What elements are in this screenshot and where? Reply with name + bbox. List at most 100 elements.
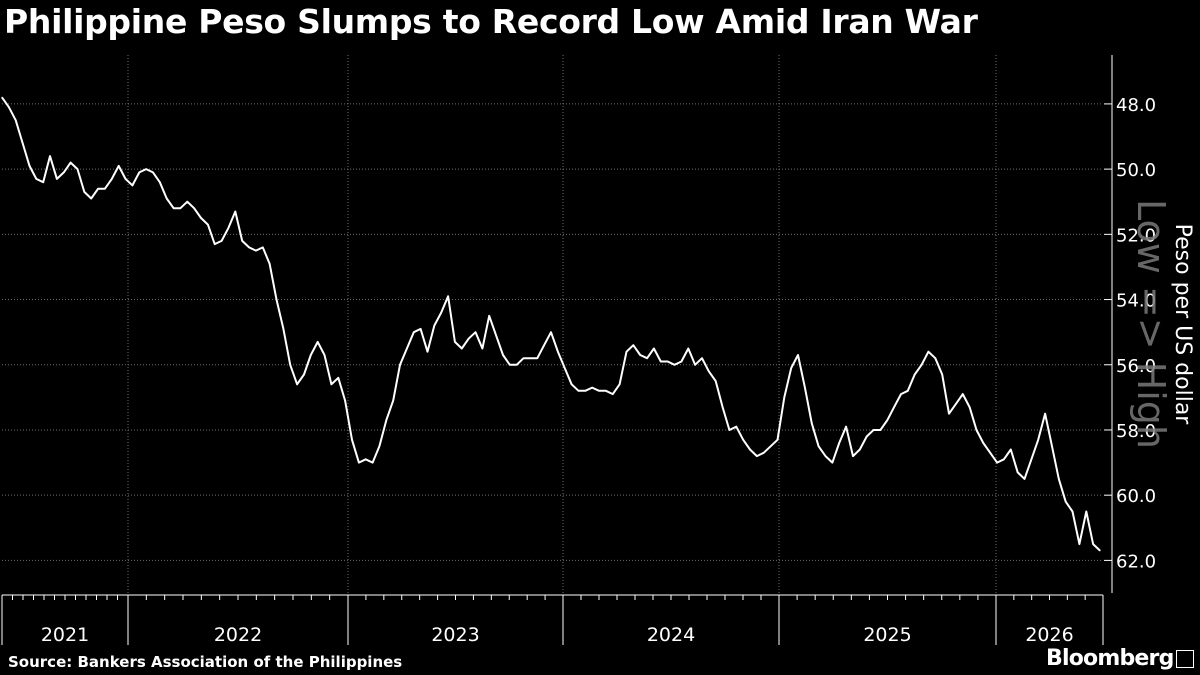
data-point — [440, 312, 442, 314]
x-tick-label: 2021 — [41, 624, 89, 646]
data-point — [1058, 478, 1060, 480]
data-point — [900, 393, 902, 395]
data-point — [776, 439, 779, 441]
data-point — [1, 96, 3, 98]
data-point — [1017, 471, 1019, 473]
data-point — [1010, 448, 1012, 451]
data-point — [56, 178, 58, 180]
data-point — [1037, 439, 1039, 441]
data-point — [866, 435, 868, 438]
data-point — [728, 429, 731, 431]
data-point — [975, 429, 978, 431]
data-point — [413, 331, 415, 333]
x-tick-label: 2024 — [647, 624, 695, 646]
data-point — [742, 439, 744, 441]
data-point — [90, 197, 92, 200]
data-point — [337, 377, 339, 379]
y-tick-label: 60.0 — [1116, 486, 1156, 507]
data-point — [577, 390, 580, 392]
data-point — [749, 448, 751, 451]
data-point — [886, 419, 888, 421]
data-point — [289, 364, 291, 366]
data-point — [1078, 543, 1080, 545]
data-point — [715, 380, 717, 382]
data-point — [35, 178, 37, 180]
data-point — [248, 246, 250, 248]
y-tick-label: 54.0 — [1116, 291, 1156, 312]
data-point — [1065, 501, 1067, 503]
data-point — [653, 347, 655, 350]
data-point — [221, 240, 223, 242]
data-point — [323, 354, 326, 356]
y-tick-label: 48.0 — [1116, 95, 1156, 116]
x-tick-label: 2026 — [1025, 624, 1073, 646]
data-point — [1099, 550, 1101, 552]
data-point — [227, 227, 230, 229]
chart-icon — [1176, 650, 1194, 668]
chart-title: Philippine Peso Slumps to Record Low Ami… — [4, 2, 978, 41]
data-point — [1030, 458, 1032, 460]
data-point — [893, 406, 895, 408]
data-point — [179, 207, 181, 209]
source-note: Source: Bankers Association of the Phili… — [8, 653, 403, 671]
data-point — [63, 171, 65, 173]
data-point — [234, 210, 236, 213]
data-point — [687, 347, 689, 350]
data-point — [598, 390, 600, 392]
y-axis-label: Peso per US dollar — [1170, 224, 1195, 426]
data-point — [461, 347, 463, 350]
data-point — [15, 119, 17, 121]
data-point — [104, 188, 106, 190]
y-tick-label: 62.0 — [1116, 551, 1156, 572]
data-point — [522, 357, 525, 359]
data-point — [550, 331, 552, 333]
data-point — [1092, 543, 1094, 545]
data-point — [962, 393, 964, 395]
data-point — [28, 165, 31, 167]
data-point — [673, 364, 676, 366]
data-point — [818, 445, 820, 447]
data-point — [1051, 445, 1053, 447]
data-point — [255, 250, 257, 252]
y-tick-label: 56.0 — [1116, 356, 1156, 377]
data-point — [330, 383, 332, 385]
data-point — [927, 351, 930, 353]
data-point — [372, 462, 374, 464]
data-point — [433, 325, 435, 327]
x-tick-label: 2022 — [214, 624, 262, 646]
data-point — [207, 224, 209, 226]
data-point — [982, 442, 984, 444]
data-point — [639, 354, 641, 356]
data-point — [83, 191, 85, 193]
data-point — [859, 448, 861, 451]
data-point — [591, 387, 593, 389]
data-point — [426, 351, 429, 353]
data-point — [646, 357, 648, 359]
data-point — [214, 243, 216, 245]
data-point — [76, 168, 79, 170]
data-point — [783, 396, 785, 398]
data-point — [468, 338, 470, 340]
data-point — [694, 364, 696, 366]
data-point — [804, 387, 806, 389]
data-point — [49, 155, 51, 157]
data-point — [159, 181, 161, 183]
data-point — [509, 364, 511, 366]
y-tick-label: 52.0 — [1116, 225, 1156, 246]
y-tick-label: 50.0 — [1116, 160, 1156, 181]
data-point — [488, 315, 490, 317]
data-point — [955, 403, 957, 405]
data-point — [351, 439, 353, 441]
data-point — [584, 390, 586, 392]
series-line — [1, 96, 1101, 552]
data-point — [934, 357, 936, 359]
data-point — [152, 171, 154, 173]
data-point — [989, 452, 991, 454]
data-point — [660, 360, 662, 363]
data-point — [921, 364, 923, 366]
data-point — [516, 364, 518, 366]
data-point — [186, 201, 188, 203]
data-point — [680, 360, 683, 363]
data-point — [996, 462, 998, 464]
data-point — [454, 341, 456, 343]
